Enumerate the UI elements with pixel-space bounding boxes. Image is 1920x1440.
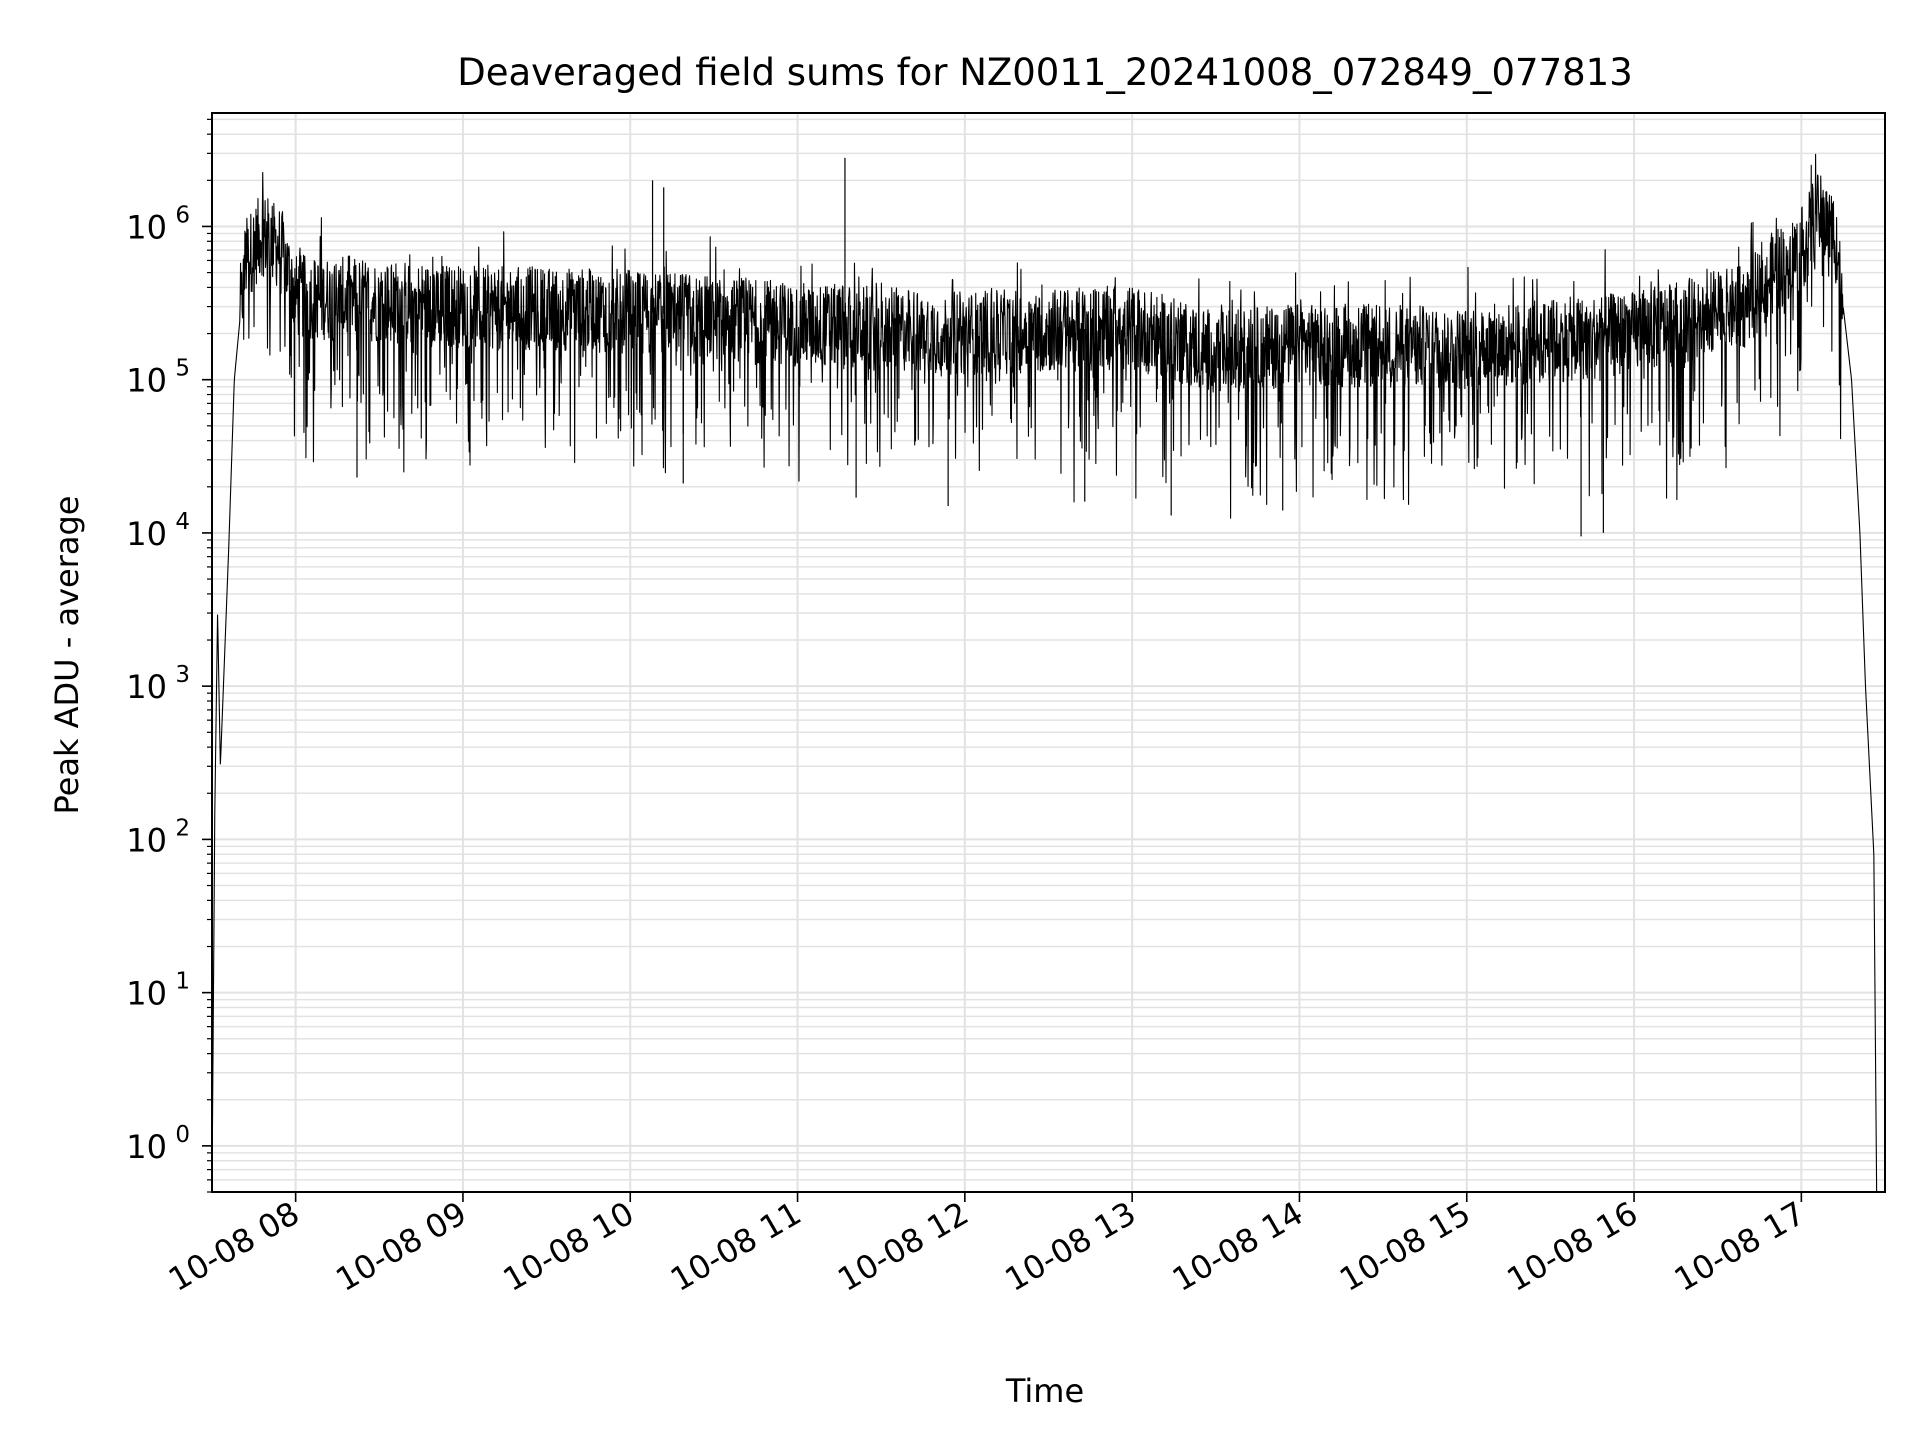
y-tick-exponent: 3 (175, 662, 190, 688)
y-tick-label: 10 (126, 515, 167, 553)
series-layer (211, 153, 1878, 1193)
y-tick-label: 10 (126, 975, 167, 1013)
series-line (211, 153, 1878, 1193)
y-tick-label: 10 (126, 821, 167, 859)
y-tick-exponent: 1 (175, 969, 190, 995)
y-tick-label: 10 (126, 362, 167, 400)
chart-title: Deaveraged field sums for NZ0011_2024100… (457, 51, 1633, 94)
y-tick-exponent: 6 (175, 202, 190, 228)
y-tick-exponent: 4 (175, 509, 190, 535)
y-tick-label: 10 (126, 1128, 167, 1166)
y-tick-exponent: 5 (175, 356, 190, 382)
y-axis-label: Peak ADU - average (48, 496, 86, 815)
x-axis-label: Time (1005, 1372, 1084, 1410)
y-tick-label: 10 (126, 668, 167, 706)
y-tick-exponent: 2 (175, 815, 190, 841)
y-tick-exponent: 0 (175, 1122, 190, 1148)
plot-frame (211, 112, 1886, 1193)
y-tick-label: 10 (126, 208, 167, 246)
